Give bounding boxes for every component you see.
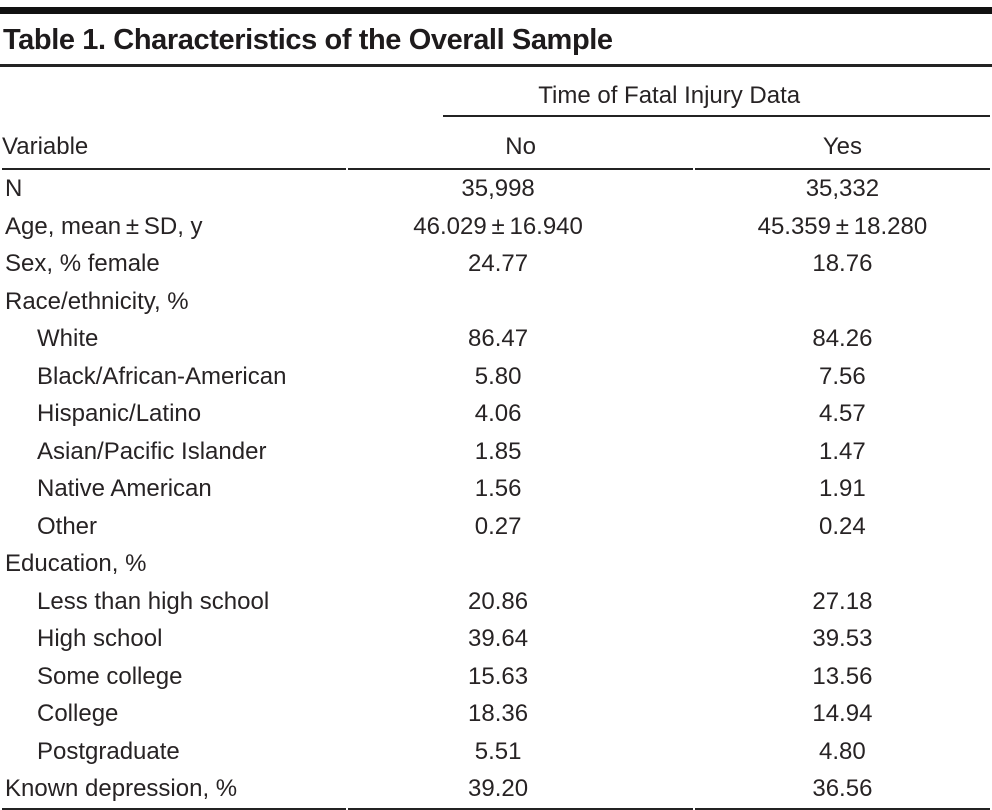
value-yes: 84.26 — [812, 325, 873, 352]
value-yes: 27.18 — [812, 587, 873, 615]
row-label: Hispanic/Latino — [37, 400, 202, 427]
value-yes: 7.56 — [819, 362, 866, 390]
row-label: Native American — [37, 475, 212, 502]
row-label: College — [37, 700, 119, 727]
table-row: Less than high school 20.86 27.18 — [2, 583, 990, 621]
column-group-rule — [443, 115, 990, 117]
value-yes: 18.76 — [812, 250, 873, 277]
value-no: 5.51 — [474, 737, 522, 765]
column-header-no: No — [348, 117, 693, 170]
table-row: Some college 15.63 13.56 — [2, 658, 990, 696]
table-title: Table 1. Characteristics of the Overall … — [0, 14, 992, 67]
table-row: Black/African-American 5.80 7.56 — [2, 358, 990, 396]
value-no — [348, 283, 692, 321]
value-no: 4.06 — [474, 400, 522, 427]
row-label: Education, % — [5, 550, 147, 577]
value-no: 1.85 — [474, 437, 522, 465]
table-row: Age, mean ± SD, y 46.029 ± 16.940 45.359 ±… — [2, 208, 990, 246]
value-yes — [695, 283, 990, 321]
value-no: 35,998 — [461, 175, 535, 202]
table-body: N 35,998 35,332 Age, mean ± SD, y 46.029 ± 1… — [2, 170, 990, 810]
column-header-row: Variable No Yes — [2, 117, 990, 170]
row-label: Less than high school — [37, 587, 270, 615]
row-label: Some college — [37, 662, 183, 690]
table-row: White 86.47 84.26 — [2, 320, 990, 358]
row-label: Sex, % female — [5, 250, 160, 277]
value-no — [348, 545, 692, 583]
value-yes: 39.53 — [812, 625, 873, 652]
value-no: 5.80 — [474, 362, 522, 390]
row-label: N — [5, 175, 23, 202]
table-row: Asian/Pacific Islander 1.85 1.47 — [2, 433, 990, 471]
value-yes: 36.56 — [694, 770, 990, 810]
value-yes: 4.57 — [819, 400, 866, 427]
characteristics-table: Time of Fatal Injury Data Variable No Ye… — [0, 67, 992, 810]
table-row: Known depression, % 39.20 36.56 — [2, 770, 990, 810]
table-row: Sex, % female 24.77 18.76 — [2, 245, 990, 283]
row-label: Asian/Pacific Islander — [37, 437, 267, 465]
value-yes: 1.91 — [819, 475, 866, 502]
value-yes: 13.56 — [812, 662, 873, 690]
value-no: 39.20 — [348, 770, 693, 810]
column-header-yes: Yes — [694, 117, 990, 170]
table-row: Other 0.27 0.24 — [2, 508, 990, 546]
table-row: Postgraduate 5.51 4.80 — [2, 733, 990, 771]
row-label: Age, mean ± SD, y — [5, 212, 203, 240]
table-top-rule — [0, 7, 992, 14]
column-group-header-row: Time of Fatal Injury Data — [2, 67, 990, 117]
value-no: 46.029 ± 16.940 — [413, 212, 583, 240]
column-group-label: Time of Fatal Injury Data — [538, 82, 801, 109]
value-no: 15.63 — [468, 662, 529, 690]
value-no: 0.27 — [474, 512, 522, 540]
table-row: Race/ethnicity, % — [2, 283, 990, 321]
value-no: 18.36 — [468, 700, 529, 727]
row-label: Postgraduate — [37, 737, 180, 765]
spanner-empty-cell — [2, 67, 346, 117]
row-label: Other — [37, 512, 98, 540]
table-row: Native American 1.56 1.91 — [2, 470, 990, 508]
column-group-header: Time of Fatal Injury Data — [348, 67, 990, 117]
value-no: 24.77 — [468, 250, 529, 277]
row-label: White — [37, 325, 99, 352]
table-row: High school 39.64 39.53 — [2, 620, 990, 658]
row-label: Known depression, % — [2, 770, 347, 810]
value-no: 20.86 — [468, 587, 529, 615]
value-yes — [695, 545, 990, 583]
value-yes: 14.94 — [812, 700, 873, 727]
table-row: College 18.36 14.94 — [2, 695, 990, 733]
row-label: Black/African-American — [37, 362, 287, 390]
table-row: Hispanic/Latino 4.06 4.57 — [2, 395, 990, 433]
value-yes: 45.359 ± 18.280 — [757, 212, 928, 240]
value-no: 86.47 — [468, 325, 529, 352]
value-yes: 1.47 — [819, 437, 866, 465]
row-label: High school — [37, 625, 163, 652]
value-no: 39.64 — [468, 625, 529, 652]
row-label: Race/ethnicity, % — [5, 287, 189, 315]
table-row: Education, % — [2, 545, 990, 583]
column-header-variable: Variable — [2, 117, 347, 170]
table-row: N 35,998 35,332 — [2, 170, 990, 208]
value-yes: 4.80 — [819, 737, 866, 765]
value-yes: 0.24 — [819, 512, 866, 540]
value-no: 1.56 — [474, 475, 522, 502]
value-yes: 35,332 — [805, 175, 880, 202]
